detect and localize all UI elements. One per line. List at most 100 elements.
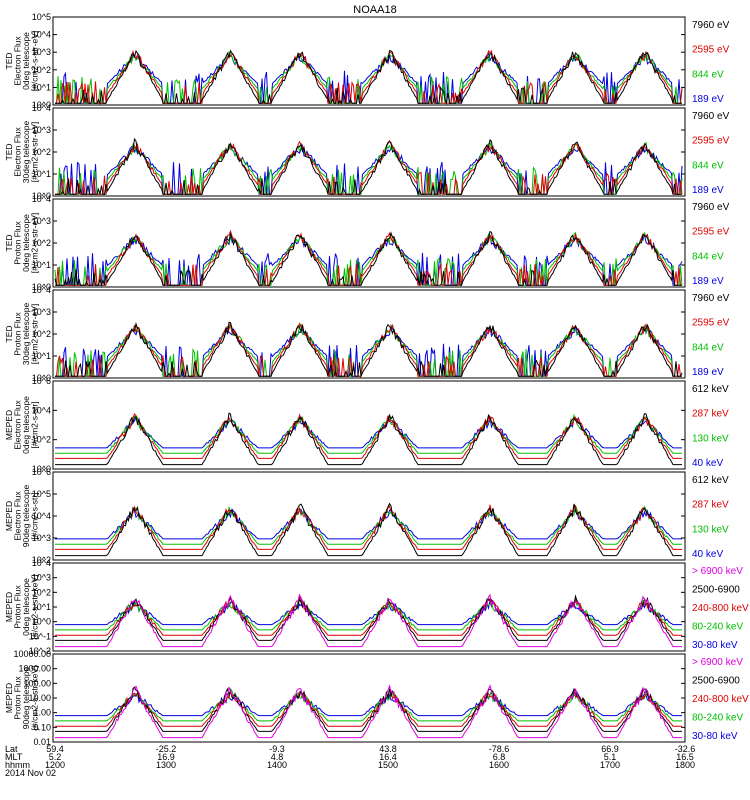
y-axis-label-line: [#/cm2-s-str] bbox=[30, 492, 40, 539]
y-tick-label: 10^0 bbox=[32, 464, 51, 474]
channel-legend-label: 2595 eV bbox=[692, 227, 730, 238]
y-tick-label: 100.00 bbox=[23, 678, 51, 688]
series-line bbox=[55, 51, 683, 104]
x-tick-label: -25.2 bbox=[156, 744, 177, 754]
panel-frame bbox=[52, 16, 686, 106]
y-axis-label-line: Proton Flux bbox=[13, 312, 23, 356]
y-tick-label: 10.00 bbox=[28, 693, 51, 703]
channel-legend-label: 30-80 keV bbox=[692, 640, 738, 651]
panel-frame bbox=[52, 198, 686, 288]
y-axis-label-line: [#/cm2-s-str-eV] bbox=[30, 31, 40, 91]
channel-legend-label: 240-800 keV bbox=[692, 603, 749, 614]
y-tick-label: 10^0 bbox=[32, 373, 51, 383]
channel-legend-label: 189 eV bbox=[692, 276, 724, 287]
x-tick-label: 1800 bbox=[675, 760, 695, 770]
channel-legend-label: 240-800 keV bbox=[692, 694, 749, 705]
y-axis-label-line: 0deg telescope bbox=[21, 32, 31, 90]
series-line bbox=[55, 599, 682, 631]
y-tick-label: 10^3 bbox=[32, 307, 51, 317]
x-tick-label: 4.8 bbox=[271, 752, 284, 762]
channel-legend-label: 40 keV bbox=[692, 549, 723, 560]
panel-frame bbox=[52, 562, 686, 652]
y-axis-label-line: Electron Flux bbox=[13, 126, 23, 176]
y-tick-label: 10^2 bbox=[32, 587, 51, 597]
y-axis-label-line: 90deg telescope bbox=[21, 667, 31, 730]
panel-7: 10^-2 10^-1 10^0 10^1 10^2 10^3 10^4 MEPEDProto… bbox=[4, 558, 749, 656]
y-tick-label: 10^6 bbox=[32, 376, 51, 386]
channel-legend-label: 844 eV bbox=[692, 69, 724, 80]
channel-legend-label: 844 eV bbox=[692, 342, 724, 353]
y-tick-label: 10^-1 bbox=[29, 631, 51, 641]
series-line bbox=[55, 413, 682, 459]
y-axis-label-line: Proton Flux bbox=[13, 585, 23, 629]
y-tick-label: 10^0 bbox=[32, 617, 51, 627]
y-tick-label: 10^5 bbox=[32, 12, 51, 22]
panel-frame bbox=[52, 471, 686, 561]
series-line bbox=[55, 595, 682, 636]
y-tick-label: 10^2 bbox=[32, 147, 51, 157]
series-line bbox=[55, 322, 682, 377]
y-tick-label: 10^4 bbox=[32, 103, 51, 113]
channel-legend-label: 189 eV bbox=[692, 367, 724, 378]
channel-legend-label: 7960 eV bbox=[692, 202, 730, 213]
y-axis-label-line: 0deg telescope bbox=[21, 396, 31, 454]
x-tick-label: 43.8 bbox=[379, 744, 397, 754]
y-tick-label: 10000.00 bbox=[13, 649, 51, 659]
y-tick-label: 10^2 bbox=[32, 329, 51, 339]
y-axis-label-line: Proton Flux bbox=[13, 676, 23, 720]
y-tick-label: 10^6 bbox=[32, 467, 51, 477]
channel-legend-label: 7960 eV bbox=[692, 293, 730, 304]
y-axis-label-line: [#/cm2-s-str-keV] bbox=[30, 666, 40, 731]
y-tick-label: 10^4 bbox=[32, 511, 51, 521]
channel-legend-label: 612 keV bbox=[692, 475, 729, 486]
y-axis-label-line: Electron Flux bbox=[13, 490, 23, 540]
y-tick-label: 10^1 bbox=[32, 351, 51, 361]
channel-legend-label: 844 eV bbox=[692, 251, 724, 262]
y-tick-label: 0.10 bbox=[33, 722, 51, 732]
x-row-label: MLT bbox=[5, 752, 23, 762]
panel-8: 0.01 0.10 1.00 10.00 100.00 1000.00 10000.00 ME… bbox=[4, 649, 749, 747]
x-row-label: hhmm bbox=[5, 760, 30, 770]
series-line bbox=[55, 229, 682, 286]
y-tick-label: 10^1 bbox=[32, 169, 51, 179]
panel-frame bbox=[52, 107, 686, 197]
channel-legend-label: 189 eV bbox=[692, 185, 724, 196]
y-tick-label: 10^0 bbox=[32, 100, 51, 110]
y-axis-label-line: MEPED bbox=[4, 683, 14, 713]
y-tick-label: 10^3 bbox=[32, 125, 51, 135]
x-tick-label: 1700 bbox=[600, 760, 620, 770]
series-line bbox=[55, 137, 682, 196]
x-tick-label: 1300 bbox=[156, 760, 176, 770]
series-line bbox=[55, 49, 682, 106]
channel-legend-label: 2595 eV bbox=[692, 318, 730, 329]
y-axis-label-line: MEPED bbox=[4, 501, 14, 531]
y-axis-label-line: TED bbox=[4, 53, 14, 70]
x-tick-label: 1400 bbox=[267, 760, 287, 770]
series-line bbox=[55, 594, 682, 641]
y-axis-label-line: MEPED bbox=[4, 592, 14, 622]
y-tick-label: 10^5 bbox=[32, 489, 51, 499]
series-line bbox=[55, 690, 682, 717]
x-tick-label: 5.1 bbox=[604, 752, 617, 762]
channel-legend-label: 80-240 keV bbox=[692, 622, 743, 633]
x-tick-label: 66.9 bbox=[601, 744, 619, 754]
y-axis-label-line: [#/cm2-s-str-eV] bbox=[30, 304, 40, 364]
y-tick-label: 10^3 bbox=[32, 216, 51, 226]
channel-legend-label: 130 keV bbox=[692, 433, 729, 444]
series-line bbox=[55, 689, 682, 727]
channel-legend-label: 612 keV bbox=[692, 384, 729, 395]
series-line bbox=[55, 415, 682, 449]
channel-legend-label: 287 keV bbox=[692, 409, 729, 420]
